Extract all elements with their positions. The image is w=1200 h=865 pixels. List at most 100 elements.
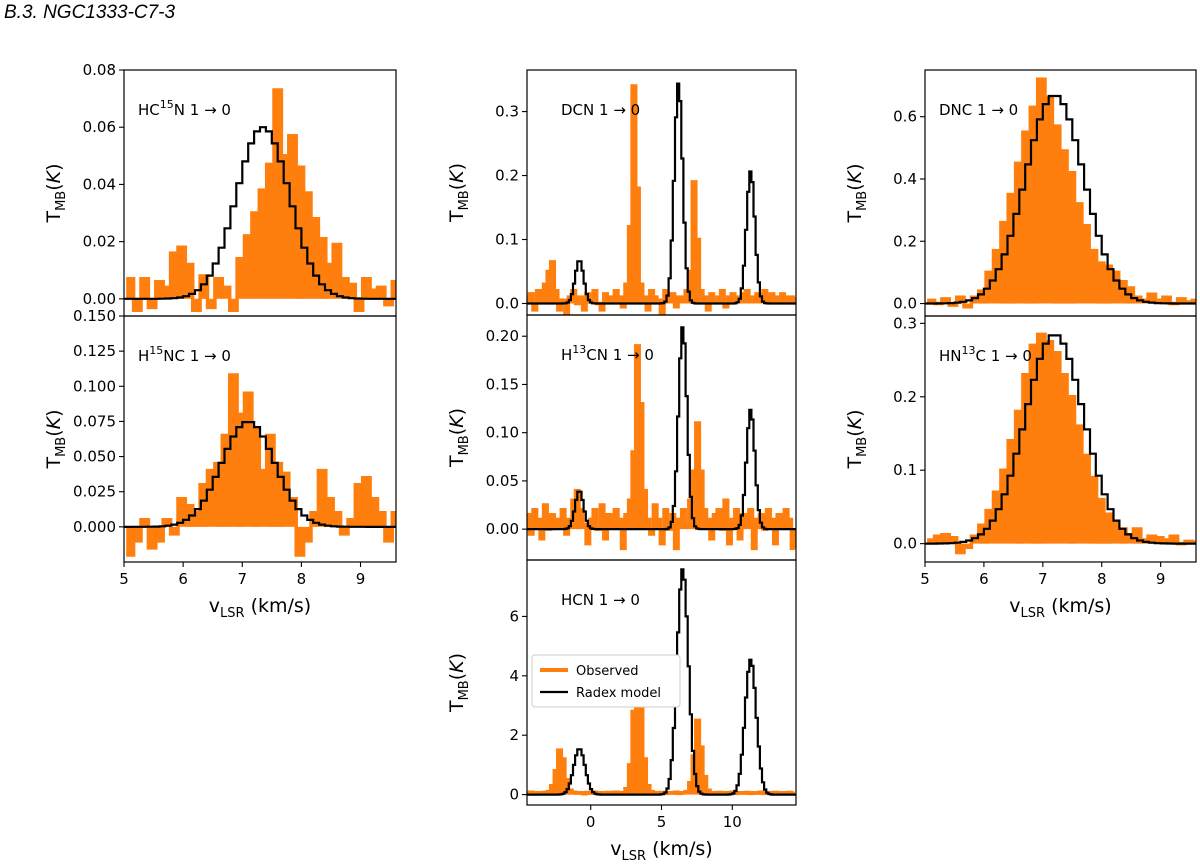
legend-observed-label: Observed [576, 664, 639, 679]
ytick-label: 4 [509, 667, 519, 685]
label-species: HN [939, 347, 962, 365]
ytick-label: 2 [509, 726, 519, 744]
observed-bar [1038, 334, 1046, 543]
xtick-label: 8 [1097, 570, 1107, 588]
ytick-label: 0.00 [83, 290, 116, 308]
xtick-label: 8 [297, 570, 307, 588]
y-axis-label: TMB(K) [446, 653, 472, 713]
ytick-label: 0.08 [83, 61, 116, 79]
ylabel-sub: MB [855, 437, 870, 457]
ylabel-paren: ( [43, 429, 65, 436]
ylabel-close: ) [43, 409, 65, 416]
panel-h13cn: 0.000.050.100.150.20TMB(K)H13CN 1 → 0 [446, 315, 796, 560]
panel-dcn: 0.00.10.20.3TMB(K)DCN 1 → 0 [446, 70, 796, 315]
ylabel-main: T [43, 457, 65, 470]
ylabel-sub: MB [54, 191, 69, 211]
ylabel-sub: MB [457, 680, 472, 700]
panel-label: HCN 1 → 0 [561, 591, 640, 609]
ylabel-paren: ( [844, 429, 866, 436]
ylabel-sub: MB [54, 437, 69, 457]
label-species: HCN 1 → 0 [561, 591, 640, 609]
ytick-label: 0.100 [73, 377, 116, 395]
ytick-label: 0.1 [893, 461, 917, 479]
panel-hn13c: 0.00.10.20.35 6 7 8 9TMB(K)vLSR (km/s)HN13C … [844, 314, 1200, 621]
ylabel-paren: ( [43, 183, 65, 190]
ytick-label: 0.02 [83, 233, 116, 251]
ytick-label: 0.06 [83, 118, 116, 136]
xtick-label: 5 [657, 813, 667, 831]
ytick-label: 0.3 [893, 314, 917, 332]
ytick-label: 0.04 [83, 175, 116, 193]
label-transition: C 1 → 0 [976, 347, 1032, 365]
plot-area [124, 90, 423, 310]
y-axis-label: TMB(K) [446, 408, 472, 468]
ylabel-main: T [446, 455, 468, 468]
label-species: H [561, 346, 572, 364]
ylabel-close: ) [844, 163, 866, 170]
ytick-label: 0.125 [73, 342, 116, 360]
panel-dnc: 0.00.20.40.6TMB(K)DNC 1 → 0 [844, 70, 1200, 316]
y-axis-label: TMB(K) [844, 409, 870, 469]
observed-bar [1045, 98, 1053, 304]
x-axis-label: vLSR (km/s) [610, 838, 712, 864]
observed-bar [1038, 79, 1046, 303]
ylabel-main: T [446, 210, 468, 223]
ytick-label: 0.1 [495, 231, 519, 249]
xlabel-main: v [209, 595, 220, 617]
xtick-label: 5 [119, 570, 129, 588]
label-transition: NC 1 → 0 [163, 347, 231, 365]
xtick-label: 7 [237, 570, 247, 588]
observed-bar [1052, 353, 1060, 544]
x-axis-label: vLSR (km/s) [1009, 595, 1111, 621]
ytick-label: 0.2 [893, 232, 917, 250]
label-isotope: 13 [572, 343, 586, 356]
xtick-label: 10 [723, 813, 742, 831]
label-isotope: 15 [160, 98, 174, 111]
ytick-label: 0.6 [893, 108, 917, 126]
panel-label: DNC 1 → 0 [939, 101, 1018, 119]
ylabel-main: T [446, 700, 468, 713]
ylabel-main: T [43, 211, 65, 224]
ylabel-sub: MB [457, 190, 472, 210]
xtick-label: 7 [1038, 570, 1048, 588]
ylabel-sub: MB [855, 191, 870, 211]
xlabel-sub: LSR [622, 849, 647, 864]
y-axis-label: TMB(K) [43, 163, 69, 223]
xtick-label: 0 [586, 813, 596, 831]
ylabel-main: T [844, 457, 866, 470]
x-axis-label: vLSR (km/s) [209, 595, 311, 621]
observed-bar [1060, 375, 1068, 544]
y-axis-label: TMB(K) [43, 409, 69, 469]
xlabel-main: v [1009, 595, 1020, 617]
observed-bar [407, 499, 415, 527]
label-species: HC [138, 101, 160, 119]
panel-hc15n: 0.00 0.02 0.04 0.06 0.08 TMB(K) HC15N 1 → 0 [43, 61, 423, 316]
label-isotope: 15 [149, 344, 163, 357]
ylabel-main: T [844, 211, 866, 224]
panel-label: DCN 1 → 0 [561, 101, 640, 119]
ytick-label: 0.05 [486, 472, 519, 490]
ytick-label: 0.00 [486, 520, 519, 538]
ylabel-paren: ( [446, 183, 468, 190]
xlabel-unit: (km/s) [1045, 595, 1112, 617]
xlabel-sub: LSR [220, 606, 245, 621]
panel-h15nc: 0.0000.0250.0500.0750.1000.1250.1505 6 7 8 9… [43, 307, 423, 621]
ylabel-close: ) [446, 408, 468, 415]
ylabel-close: ) [446, 163, 468, 170]
ytick-label: 0.0 [495, 294, 519, 312]
observed-bar [237, 414, 245, 527]
panel-hcn: 0 2 4 6 0 5 10 TMB(K) vLSR (km/s) HCN 1 → 0 Observ… [446, 560, 796, 864]
xtick-label: 5 [920, 570, 930, 588]
label-species: H [138, 347, 149, 365]
legend: Observed Radex model [532, 655, 680, 707]
legend-model-label: Radex model [576, 686, 661, 701]
ytick-label: 0.000 [73, 518, 116, 536]
ylabel-paren: ( [844, 183, 866, 190]
y-axis-label: TMB(K) [446, 163, 472, 223]
ylabel-sub: MB [457, 435, 472, 455]
ytick-label: 0.025 [73, 483, 116, 501]
label-species: DNC 1 → 0 [939, 101, 1018, 119]
xtick-label: 9 [1156, 570, 1166, 588]
ytick-label: 0.4 [893, 170, 917, 188]
